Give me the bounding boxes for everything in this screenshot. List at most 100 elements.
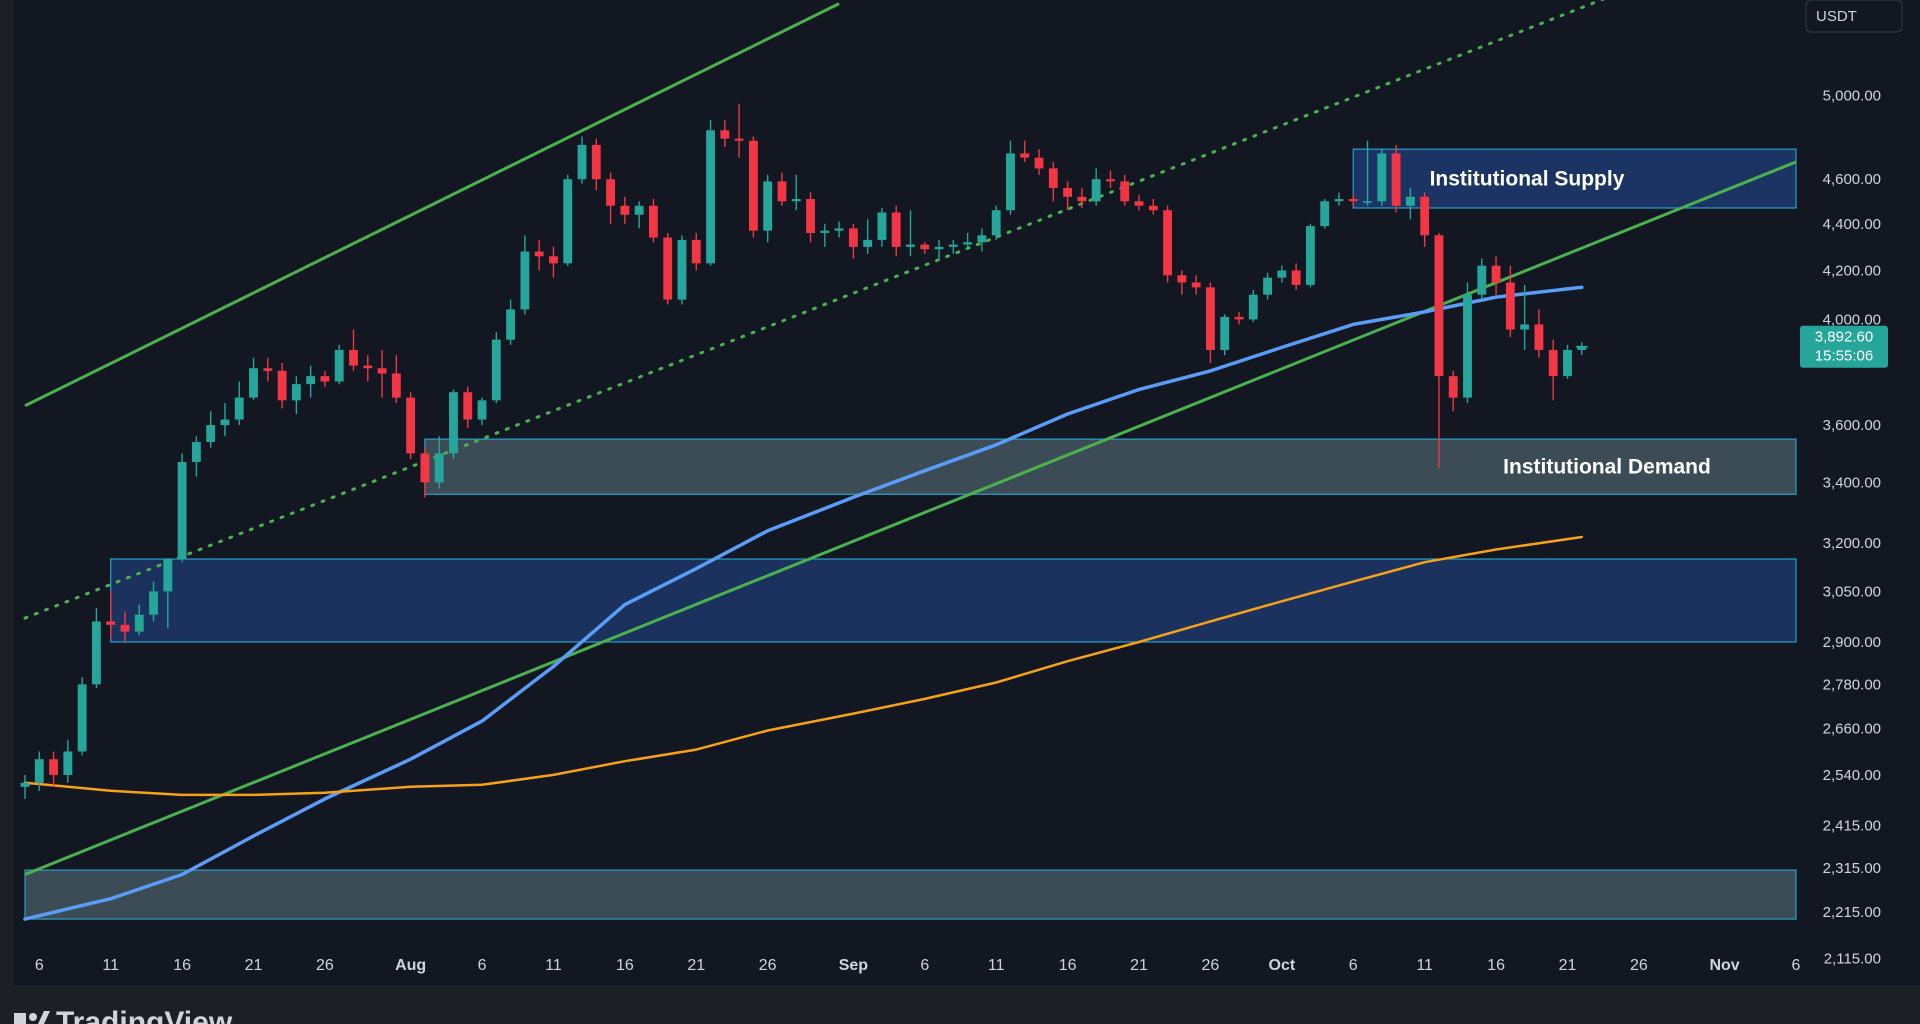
candle[interactable] [1291,263,1301,290]
candle[interactable] [1177,270,1187,295]
zone-3[interactable] [24,869,1797,920]
candle[interactable] [806,192,815,243]
candle[interactable] [1234,311,1244,325]
candle[interactable] [306,365,316,398]
candle[interactable] [1263,272,1272,300]
candle[interactable] [863,219,873,254]
candle[interactable] [434,436,444,489]
candle[interactable] [363,355,373,382]
candle[interactable] [106,591,116,639]
candle[interactable] [634,201,644,229]
candle[interactable] [49,751,58,787]
candle[interactable] [449,389,458,460]
candle[interactable] [391,355,401,404]
candle[interactable] [1077,187,1087,208]
candle[interactable] [963,232,973,250]
candle[interactable] [249,357,258,401]
candle[interactable] [734,103,744,158]
candle[interactable] [1163,205,1173,283]
candle[interactable] [277,362,287,409]
candle[interactable] [606,172,616,224]
candle[interactable] [1220,314,1230,356]
candle[interactable] [1191,275,1201,295]
candle[interactable] [920,242,930,254]
candle[interactable] [1348,194,1358,206]
candle[interactable] [63,739,73,783]
candle[interactable] [820,223,830,247]
candle[interactable] [91,607,101,688]
candle[interactable] [1248,289,1258,322]
candle[interactable] [1334,192,1344,206]
candle[interactable] [834,221,844,238]
candle[interactable] [1377,149,1387,206]
candle[interactable] [520,235,530,315]
candle[interactable] [1134,194,1144,211]
candle[interactable] [1320,199,1330,229]
candle[interactable] [420,447,430,498]
candle[interactable] [120,611,130,642]
candle[interactable] [1106,170,1115,188]
time-axis[interactable]: 6 11 16 21 26 Aug 6 11 16 21 26 Sep 6 11 16 21 26 Oct 6 11 1… [35,957,1801,974]
candle[interactable] [777,172,787,206]
candle[interactable] [1491,256,1501,295]
candle[interactable] [977,228,987,252]
candle[interactable] [1205,282,1215,363]
candle[interactable] [1463,282,1472,404]
candle[interactable] [1420,192,1430,247]
candle[interactable] [1505,265,1515,338]
candle[interactable] [677,235,687,305]
candle[interactable] [1448,370,1458,412]
candle[interactable] [406,392,416,460]
candle[interactable] [877,207,887,247]
candle[interactable] [234,381,244,426]
candle[interactable] [706,119,715,266]
candle[interactable] [1405,187,1415,220]
candle[interactable] [377,349,387,398]
candle[interactable] [1520,284,1530,350]
candle[interactable] [691,232,701,271]
trendline-2[interactable] [24,160,1797,876]
candle[interactable] [591,138,601,191]
candle[interactable] [791,174,801,211]
candle[interactable] [463,386,473,428]
candle[interactable] [991,205,1001,240]
candle[interactable] [1006,140,1015,215]
candle[interactable] [577,136,587,184]
candle[interactable] [648,199,658,243]
candle[interactable] [534,239,544,271]
candle[interactable] [1534,309,1544,358]
candle[interactable] [549,246,558,278]
candle[interactable] [1305,223,1315,288]
candle[interactable] [748,136,758,238]
candle[interactable] [34,751,44,791]
candle[interactable] [220,403,230,437]
tradingview-logo[interactable]: TradingView [14,1006,233,1024]
trendline-1[interactable] [23,0,1610,620]
candle[interactable] [1477,258,1487,300]
candle[interactable] [906,210,915,257]
candle[interactable] [1034,149,1044,175]
candle[interactable] [206,411,216,448]
candle[interactable] [1048,161,1058,202]
candle[interactable] [1148,199,1158,215]
candle[interactable] [620,196,630,224]
candle[interactable] [134,604,144,636]
zone-2[interactable] [110,558,1797,643]
currency-badge[interactable]: USDT [1805,0,1903,33]
candle[interactable] [191,436,201,477]
candle[interactable] [720,119,730,148]
candle[interactable] [1020,140,1030,162]
candle[interactable] [334,344,344,385]
moving-average-0[interactable] [23,285,1584,921]
candle[interactable] [163,559,173,629]
candle[interactable] [349,329,358,371]
candle[interactable] [1577,342,1587,356]
candle[interactable] [20,774,30,799]
candle[interactable] [1548,339,1558,401]
candle[interactable] [563,174,573,266]
candle[interactable] [263,357,273,382]
moving-average-1[interactable] [23,535,1584,797]
candle[interactable] [477,397,487,426]
candle[interactable] [663,232,673,305]
